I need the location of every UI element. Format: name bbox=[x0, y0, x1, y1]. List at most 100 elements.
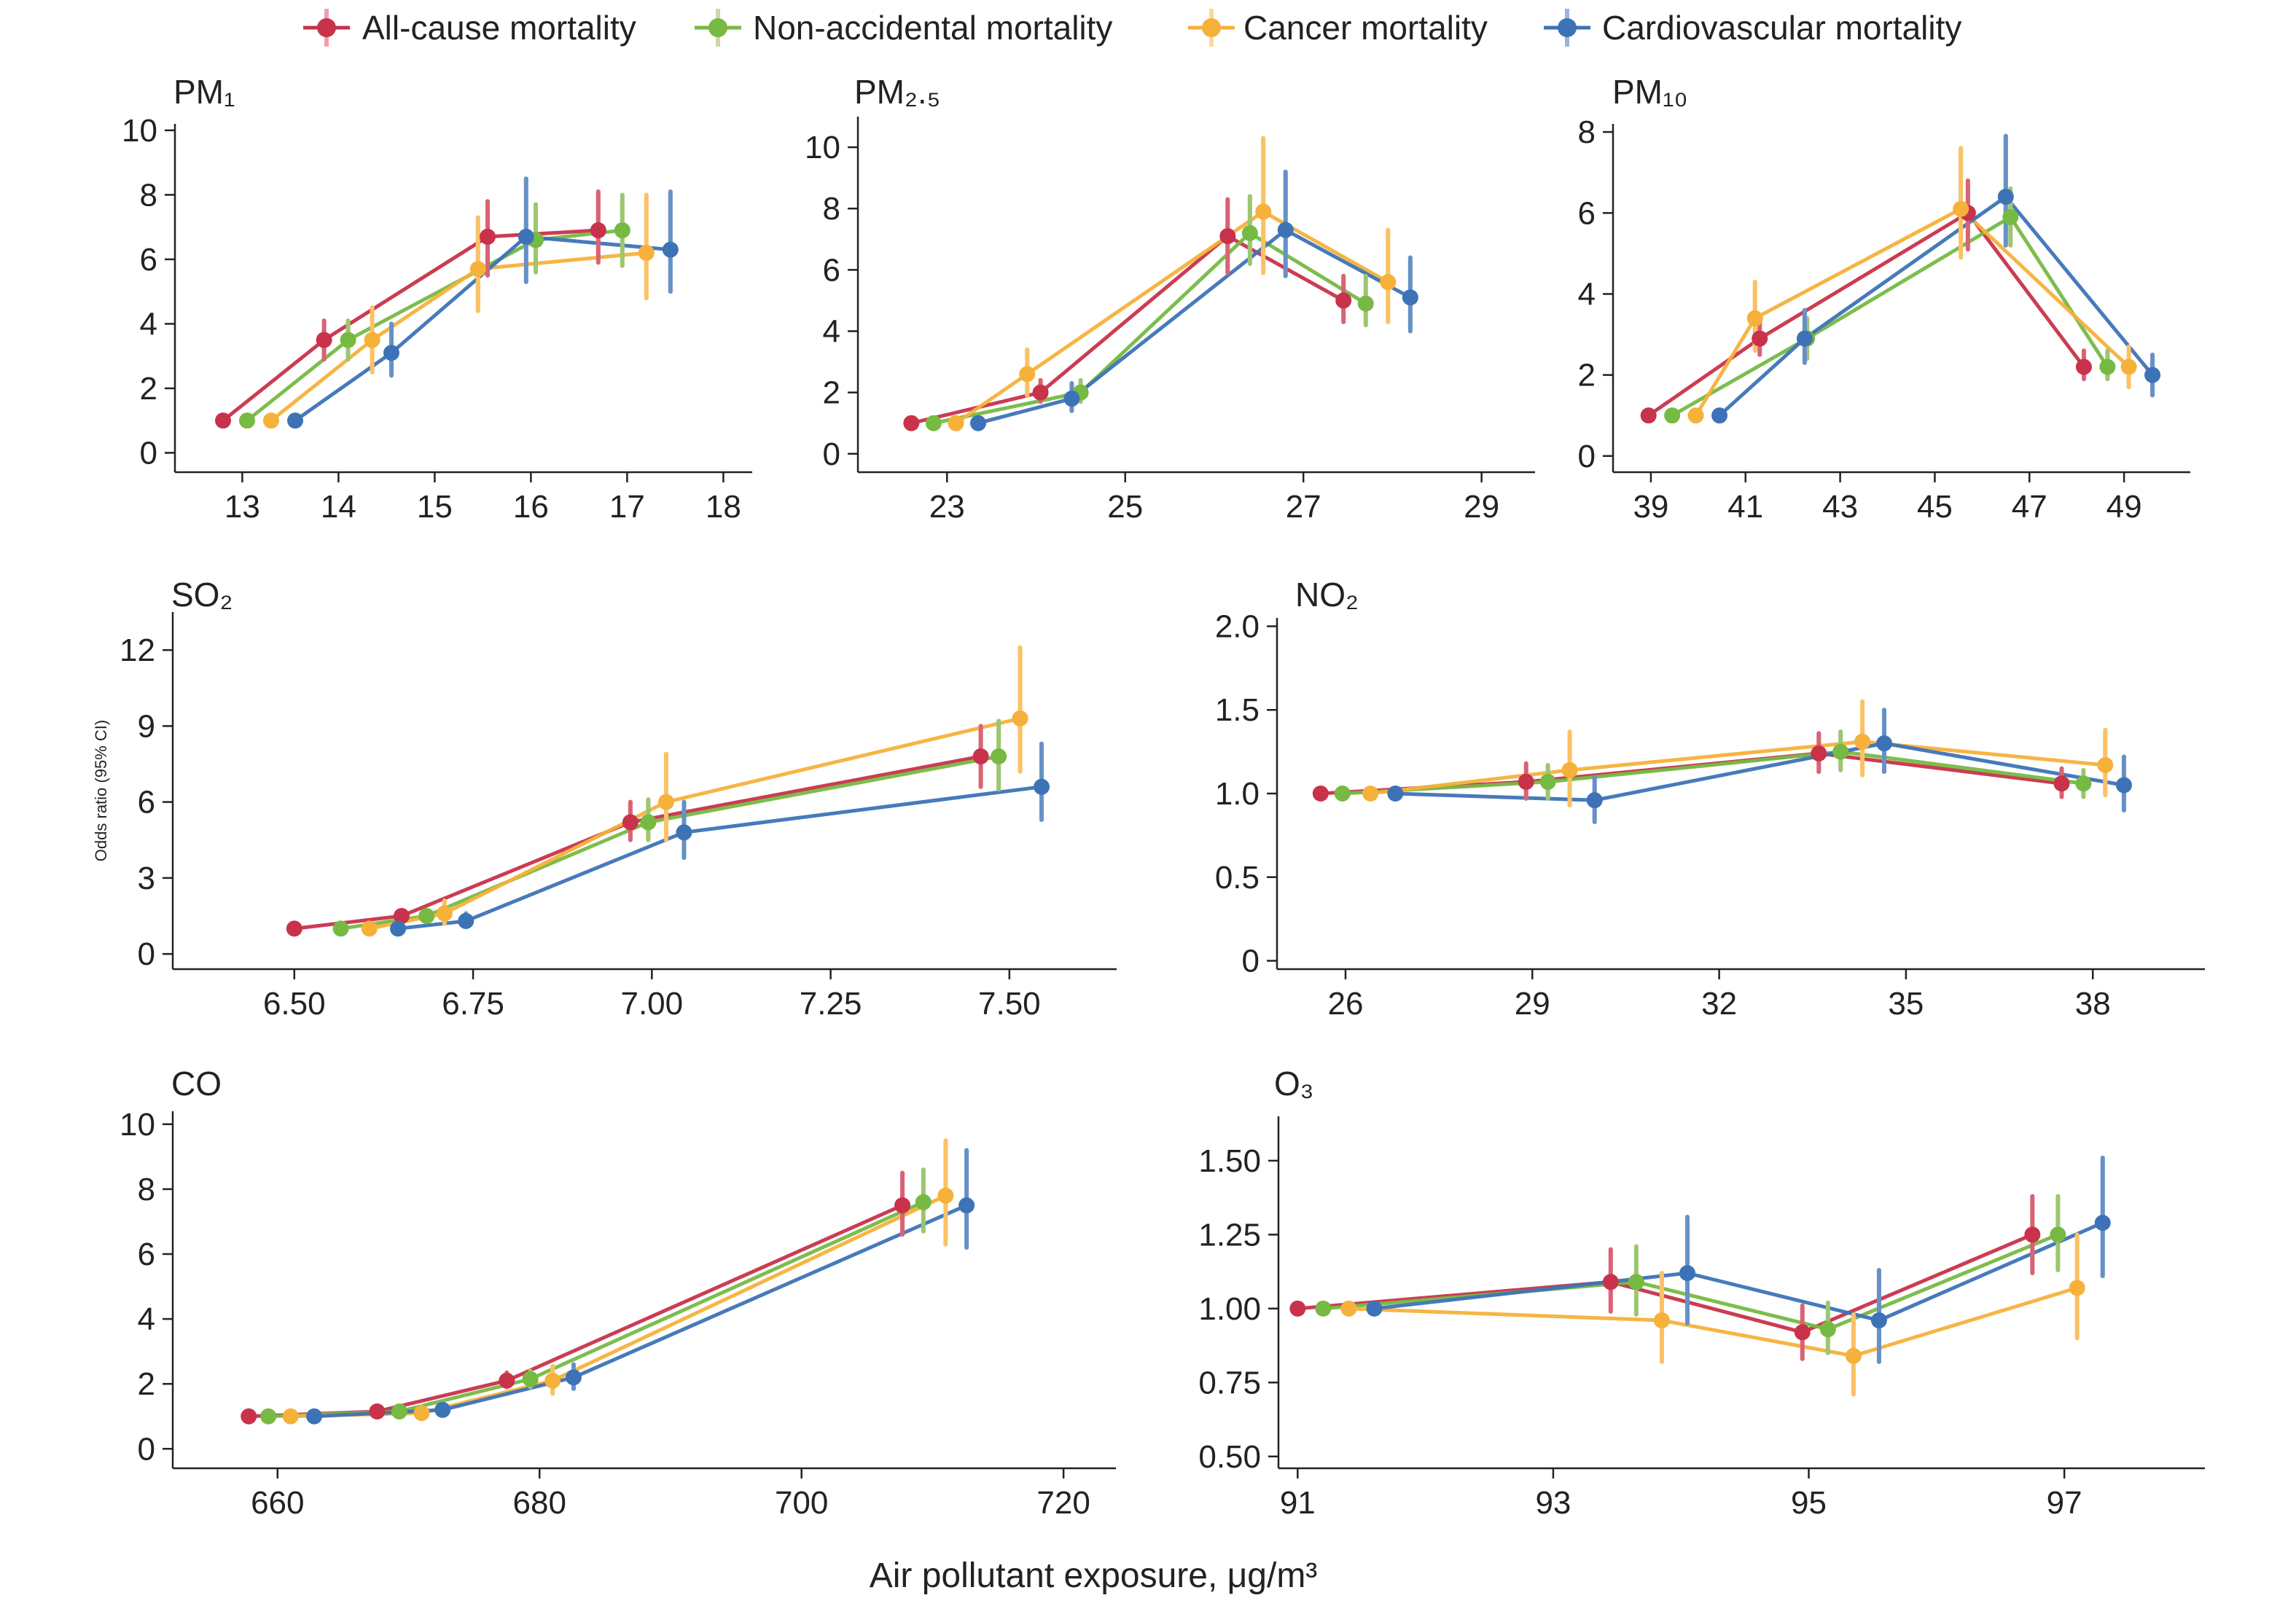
series-line-all-cause-mortality bbox=[222, 228, 598, 423]
data-point-cancer-mortality bbox=[282, 1408, 299, 1425]
data-point-non-accidental-mortality bbox=[340, 332, 356, 348]
data-point-non-accidental-mortality bbox=[332, 920, 349, 937]
data-point-cardiovascular-mortality bbox=[287, 412, 303, 429]
legend: All-cause mortality Non-accidental mortal… bbox=[303, 9, 1961, 47]
data-point-non-accidental-mortality bbox=[1664, 407, 1681, 424]
y-tick-label: 0 bbox=[1242, 944, 1260, 979]
y-tick-label: 0 bbox=[823, 436, 840, 472]
data-point-all-cause-mortality bbox=[1219, 228, 1236, 245]
series-line-all-cause-mortality bbox=[910, 234, 1345, 426]
series-line-cardiovascular-mortality bbox=[977, 228, 1412, 426]
data-point-cardiovascular-mortality bbox=[565, 1369, 582, 1386]
series-line-non-accidental-mortality bbox=[340, 754, 999, 931]
data-point-non-accidental-mortality bbox=[391, 1403, 407, 1420]
data-point-cardiovascular-mortality bbox=[458, 912, 475, 929]
y-tick-label: 10 bbox=[122, 113, 157, 149]
data-point-non-accidental-mortality bbox=[991, 748, 1007, 765]
series-line-cardiovascular-mortality bbox=[1395, 741, 2125, 802]
data-point-cancer-mortality bbox=[361, 920, 378, 937]
series-line-cancer-mortality bbox=[1348, 1286, 2078, 1358]
x-tick-label: 29 bbox=[1515, 986, 1550, 1022]
data-point-non-accidental-mortality bbox=[640, 814, 657, 831]
data-point-non-accidental-mortality bbox=[1241, 224, 1258, 241]
series-line-non-accidental-mortality bbox=[933, 231, 1367, 426]
data-point-all-cause-mortality bbox=[590, 222, 606, 239]
x-tick-label: 38 bbox=[2075, 986, 2111, 1022]
data-point-cancer-mortality bbox=[1687, 407, 1704, 424]
data-point-all-cause-mortality bbox=[1518, 773, 1534, 790]
data-point-all-cause-mortality bbox=[1312, 786, 1329, 802]
y-tick-label: 6 bbox=[138, 785, 155, 820]
data-point-cardiovascular-mortality bbox=[662, 241, 679, 258]
data-point-non-accidental-mortality bbox=[2002, 208, 2019, 225]
data-point-cardiovascular-mortality bbox=[518, 228, 534, 245]
data-point-cancer-mortality bbox=[1340, 1300, 1357, 1317]
data-point-all-cause-mortality bbox=[1794, 1324, 1811, 1341]
data-point-all-cause-mortality bbox=[215, 412, 231, 429]
data-point-cancer-mortality bbox=[469, 261, 486, 278]
legend-label-cancer-mortality: Cancer mortality bbox=[1243, 9, 1488, 47]
data-point-non-accidental-mortality bbox=[522, 1371, 539, 1387]
y-tick-label: 4 bbox=[823, 313, 840, 349]
series-line-cancer-mortality bbox=[270, 251, 647, 423]
data-point-cardiovascular-mortality bbox=[1796, 330, 1813, 347]
data-point-cardiovascular-mortality bbox=[1366, 1300, 1383, 1317]
y-tick-label: 1.0 bbox=[1215, 776, 1260, 812]
panel-4: NO₂ 0 0.5 1.0 1.5 2.0 26 29 32 35 38 bbox=[1215, 576, 2205, 1022]
data-point-all-cause-mortality bbox=[2024, 1226, 2041, 1243]
y-tick-label: 6 bbox=[823, 252, 840, 288]
data-point-cancer-mortality bbox=[2120, 359, 2137, 375]
x-tick-label: 660 bbox=[251, 1485, 304, 1521]
series-line-cardiovascular-mortality bbox=[313, 1203, 968, 1419]
data-point-cardiovascular-mortality bbox=[1679, 1265, 1695, 1282]
data-point-all-cause-mortality bbox=[1811, 745, 1827, 761]
data-point-cancer-mortality bbox=[263, 412, 279, 429]
y-tick-label: 0.5 bbox=[1215, 860, 1260, 896]
x-tick-label: 6.50 bbox=[263, 986, 326, 1022]
data-point-cardiovascular-mortality bbox=[1387, 786, 1404, 802]
data-point-all-cause-mortality bbox=[903, 415, 920, 431]
legend-marker-cardiovascular-mortality bbox=[1558, 18, 1577, 37]
series-line-all-cause-mortality bbox=[1297, 1233, 2034, 1334]
data-point-all-cause-mortality bbox=[894, 1197, 911, 1214]
y-tick-label: 0 bbox=[138, 936, 155, 972]
data-point-all-cause-mortality bbox=[480, 228, 496, 245]
data-point-cancer-mortality bbox=[413, 1405, 430, 1422]
panel-5: CO 0 2 4 6 8 10 660 680 700 720 bbox=[120, 1065, 1116, 1521]
data-point-cancer-mortality bbox=[364, 332, 380, 348]
x-tick-label: 97 bbox=[2047, 1485, 2082, 1521]
x-tick-label: 43 bbox=[1822, 489, 1858, 525]
x-tick-label: 6.75 bbox=[442, 986, 504, 1022]
y-tick-label: 4 bbox=[1578, 276, 1596, 312]
data-point-cancer-mortality bbox=[1255, 203, 1272, 220]
data-point-cancer-mortality bbox=[436, 905, 453, 922]
data-point-cardiovascular-mortality bbox=[970, 415, 987, 431]
data-point-cancer-mortality bbox=[1953, 200, 1969, 217]
data-point-cancer-mortality bbox=[2097, 756, 2114, 773]
series-line-cardiovascular-mortality bbox=[1718, 195, 2154, 418]
legend-label-non-accidental-mortality: Non-accidental mortality bbox=[753, 9, 1112, 47]
x-tick-label: 17 bbox=[609, 489, 645, 525]
data-point-cardiovascular-mortality bbox=[390, 920, 407, 937]
x-tick-label: 95 bbox=[1791, 1485, 1827, 1521]
series-line-cardiovascular-mortality bbox=[1374, 1221, 2104, 1323]
data-point-all-cause-mortality bbox=[1602, 1274, 1619, 1290]
data-point-non-accidental-mortality bbox=[2050, 1226, 2066, 1243]
y-tick-label: 2 bbox=[138, 1366, 155, 1402]
x-tick-label: 45 bbox=[1917, 489, 1953, 525]
x-tick-label: 13 bbox=[224, 489, 260, 525]
data-point-all-cause-mortality bbox=[622, 814, 639, 831]
y-tick-label: 8 bbox=[140, 177, 157, 213]
panel-title: NO₂ bbox=[1295, 576, 1359, 614]
panel-title: O₃ bbox=[1274, 1065, 1314, 1102]
data-point-all-cause-mortality bbox=[1335, 292, 1352, 309]
data-point-cancer-mortality bbox=[1746, 310, 1763, 326]
y-tick-label: 1.5 bbox=[1215, 692, 1260, 728]
data-point-cardiovascular-mortality bbox=[434, 1401, 451, 1418]
x-tick-label: 39 bbox=[1633, 489, 1668, 525]
data-point-cardiovascular-mortality bbox=[1711, 407, 1728, 424]
data-point-non-accidental-mortality bbox=[1357, 295, 1374, 312]
x-tick-label: 32 bbox=[1701, 986, 1737, 1022]
y-tick-label: 3 bbox=[138, 861, 155, 896]
